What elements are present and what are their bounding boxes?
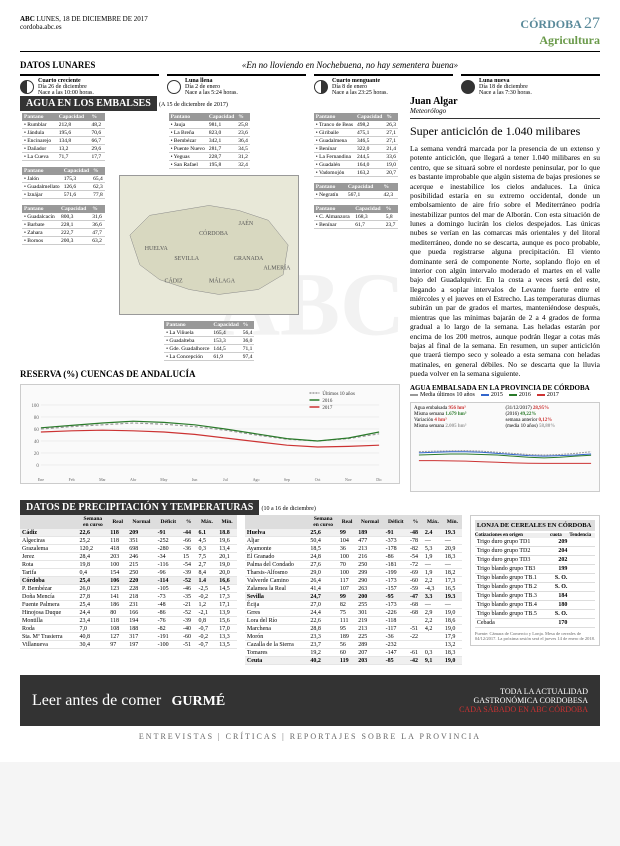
svg-text:Feb: Feb <box>69 477 75 482</box>
reservoir-table: PantanoCapacidad%• Jauja981,125,8• La Br… <box>169 113 250 169</box>
embalses-date: (A 15 de diciembre de 2017) <box>159 102 228 108</box>
footer-links: ENTREVISTAS | CRÍTICAS | REPORTAJES SOBR… <box>20 726 600 747</box>
svg-text:Jul: Jul <box>223 477 229 482</box>
svg-text:JAÉN: JAÉN <box>239 219 254 227</box>
agua-chart: Agua embalsada 956 hm³(31/12/2017) 28,95… <box>410 402 600 492</box>
precip-table-left: Semanaen cursoRealNormalDéficit%Máx.Mín.… <box>20 515 237 649</box>
svg-text:HUELVA: HUELVA <box>145 246 169 252</box>
agua-chart-legend: Media últimos 10 años201520162017 <box>410 392 600 398</box>
article-title: Super anticiclón de 1.040 milibares <box>410 124 600 139</box>
svg-text:Ene: Ene <box>38 477 44 482</box>
lunar-block: DATOS LUNARES «En no lloviendo en Nocheb… <box>20 60 600 96</box>
svg-text:Nov: Nov <box>345 477 352 482</box>
precip-title: DATOS DE PRECIPITACIÓN Y TEMPERATURAS <box>20 500 259 515</box>
cuencas-title: RESERVA (%) CUENCAS DE ANDALUCÍA <box>20 369 400 379</box>
header-url: cordoba.abc.es <box>20 23 62 31</box>
author-name: Juan Algar <box>410 96 600 107</box>
precip-date: (10 a 16 de diciembre) <box>262 506 316 512</box>
svg-text:100: 100 <box>31 404 39 409</box>
cereales-title: LONJA DE CEREALES EN CÓRDOBA <box>475 520 595 531</box>
precip-block: DATOS DE PRECIPITACIÓN Y TEMPERATURAS (1… <box>20 500 600 665</box>
reservoir-table: PantanoCapacidad%• Guadalcacín800,331,6•… <box>22 205 105 245</box>
lunar-phase: Cuarto crecienteDía 26 de diciembreNace … <box>20 74 159 96</box>
lunar-phase: Cuarto menguanteDía 8 de eneroNace a las… <box>314 74 453 96</box>
reservoir-table: PantanoCapacidad%• Negratín567,142,3 <box>314 183 398 199</box>
svg-text:2016: 2016 <box>322 399 332 404</box>
svg-text:Dic: Dic <box>376 477 382 482</box>
proverb: «En no lloviendo en Nochebuena, no hay s… <box>100 60 600 70</box>
reservoir-table: PantanoCapacidad%• Rumblar212,848,2• Ján… <box>22 113 105 161</box>
svg-text:Abr: Abr <box>130 477 137 482</box>
svg-text:2017: 2017 <box>322 406 332 411</box>
andalucia-map: HUELVA SEVILLA CÁDIZ CÓRDOBA JAÉN GRANAD… <box>119 175 299 315</box>
svg-text:Oct: Oct <box>315 477 322 482</box>
svg-text:20: 20 <box>34 452 39 457</box>
section-name: CÓRDOBA <box>520 17 581 31</box>
svg-text:May: May <box>160 477 167 482</box>
agua-chart-title: AGUA EMBALSADA EN LA PROVINCIA DE CÓRDOB… <box>410 384 600 392</box>
cereales-footnote: Fuente: Cámara de Comercio y Lonja. Mesa… <box>475 631 595 641</box>
svg-text:ALMERÍA: ALMERÍA <box>264 264 292 272</box>
article-body: La semana vendrá marcada por la presenci… <box>410 144 600 378</box>
svg-text:40: 40 <box>34 440 39 445</box>
moon-icon <box>314 80 328 94</box>
svg-text:MÁLAGA: MÁLAGA <box>209 277 236 285</box>
cuencas-chart: 0 20 40 60 80 100 Ene Feb Mar Abr May Jun Jul Ago Sep O… <box>20 384 400 484</box>
reservoir-table: PantanoCapacidad%• Jalón175,365,4• Guada… <box>22 167 105 199</box>
lunar-title: DATOS LUNARES <box>20 60 100 70</box>
svg-text:GRANADA: GRANADA <box>234 256 264 262</box>
embalses-title: AGUA EN LOS EMBALSES <box>20 96 157 111</box>
footer-ad: Leer antes de comer GURMÉ TODA LA ACTUAL… <box>20 675 600 726</box>
svg-text:SEVILLA: SEVILLA <box>175 256 200 262</box>
paper-name: ABC <box>20 15 35 23</box>
author-box: Juan Algar Meteorólogo <box>410 96 600 119</box>
svg-text:Mar: Mar <box>99 477 106 482</box>
precip-table-right: Semanaen cursoRealNormalDéficit%Máx.Mín.… <box>245 515 462 665</box>
svg-text:CÁDIZ: CÁDIZ <box>165 277 183 285</box>
svg-text:CÓRDOBA: CÓRDOBA <box>199 229 229 237</box>
ad-brand: GURMÉ <box>172 694 226 709</box>
svg-text:Sep: Sep <box>284 477 290 482</box>
subsection-name: Agricultura <box>539 33 600 47</box>
reservoir-table: PantanoCapacidad%• Tranco de Beas498,226… <box>314 113 398 177</box>
cereales-box: LONJA DE CEREALES EN CÓRDOBA Cotizacione… <box>470 515 600 646</box>
svg-text:60: 60 <box>34 428 39 433</box>
svg-text:Últimos 10 años: Últimos 10 años <box>322 391 355 397</box>
moon-icon <box>461 80 475 94</box>
author-role: Meteorólogo <box>410 107 600 115</box>
moon-icon <box>20 80 34 94</box>
page-header: ABC LUNES, 18 DE DICIEMBRE DE 2017 cordo… <box>20 15 600 52</box>
lunar-phase: Luna llenaDía 2 de eneroNace a las 5:24 … <box>167 74 306 96</box>
embalses-block: AGUA EN LOS EMBALSES (A 15 de diciembre … <box>20 96 400 363</box>
header-date: LUNES, 18 DE DICIEMBRE DE 2017 <box>37 15 148 23</box>
reservoir-table: PantanoCapacidad%• C. Almanzora168,35,8•… <box>314 205 398 229</box>
svg-text:80: 80 <box>34 416 39 421</box>
svg-text:Ago: Ago <box>253 477 260 482</box>
ad-line3: CADA SÁBADO EN ABC CÓRDOBA <box>459 705 588 714</box>
reservoir-table: PantanoCapacidad%• La Viñuela165,456,4• … <box>164 321 254 361</box>
svg-text:0: 0 <box>36 464 39 469</box>
page-number: 27 <box>584 15 600 32</box>
moon-icon <box>167 80 181 94</box>
lunar-phase: Luna nuevaDía 18 de diciembreNace a las … <box>461 74 600 96</box>
svg-text:Jun: Jun <box>192 477 198 482</box>
ad-slogan: Leer antes de comer <box>32 692 161 709</box>
